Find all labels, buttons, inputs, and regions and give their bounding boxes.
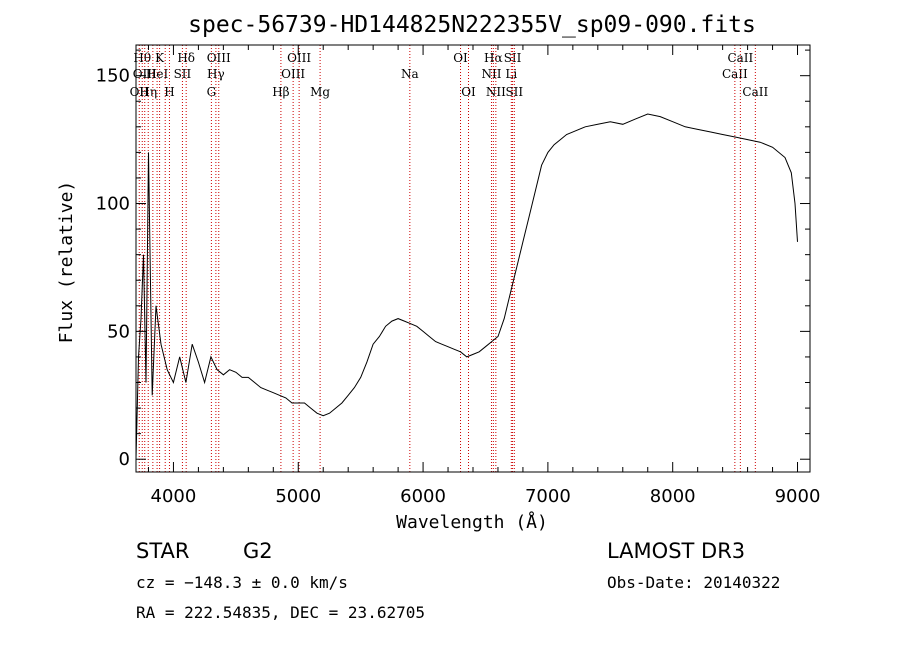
spectral-line-label-19: OI [453, 51, 468, 65]
coordinates: RA = 222.54835, DEC = 23.62705 [136, 603, 425, 622]
spectral-line-label-16: OIII [287, 51, 311, 65]
spectral-line-label-3: Hη [139, 85, 157, 99]
y-tick-label: 150 [96, 66, 130, 87]
spectral-line-label-6: K [155, 51, 165, 65]
x-tick-label: 6000 [400, 486, 446, 507]
x-tick-label: 4000 [151, 486, 197, 507]
spectral-line-label-10: Hδ [177, 51, 195, 65]
spectral-line-label-25: SII [504, 51, 522, 65]
spectral-line-label-9: SII [174, 67, 192, 81]
spectral-line-label-12: Hγ [207, 67, 225, 81]
observation-date: Obs-Date: 20140322 [607, 573, 780, 592]
x-axis-label: Wavelength (Å) [396, 511, 548, 533]
object-class: STAR [136, 539, 189, 563]
object-subclass: G2 [243, 539, 273, 563]
spectral-line-label-28: CaII [727, 51, 753, 65]
y-tick-label: 0 [119, 449, 130, 470]
chart-title: spec-56739-HD144825N222355V_sp09-090.fit… [188, 12, 756, 38]
spectral-line-label-8: H [164, 85, 174, 99]
spectral-line-label-29: CaII [742, 85, 768, 99]
spectral-line-label-14: Hβ [272, 85, 289, 99]
spectral-line-label-1: Hθ [133, 51, 151, 65]
spectral-line-label-15: OIII [281, 67, 305, 81]
redshift-cz: cz = −148.3 ± 0.0 km/s [136, 573, 348, 592]
spectral-line-label-24: Li [505, 67, 517, 81]
survey-name: LAMOST DR3 [607, 539, 745, 563]
spectral-line-label-23: NII [486, 85, 506, 99]
y-tick-label: 50 [107, 321, 130, 342]
spectral-line-label-17: Mg [310, 85, 330, 99]
x-tick-label: 5000 [275, 486, 321, 507]
plot-frame [135, 44, 811, 473]
spectral-line-label-20: OI [461, 85, 476, 99]
spectral-line-label-0: OII [130, 85, 150, 99]
x-tick-label: 9000 [775, 486, 821, 507]
spectral-line-label-27: CaII [722, 67, 748, 81]
y-tick-label: 100 [96, 194, 130, 215]
spectral-line-label-22: Hα [484, 51, 503, 65]
x-tick-label: 7000 [525, 486, 571, 507]
spectral-line-markers: OIIHθOIIIHηHeIKHSIIHδGHγOIIIHβOIIIOIIIMg… [130, 45, 768, 472]
spectral-line-label-2: OIII [133, 67, 157, 81]
spectral-line-label-21: NII [481, 67, 501, 81]
spectral-line-label-11: G [207, 85, 217, 99]
axis-ticks: 4000 5000 6000 7000 8000 9000 0 50 100 150 [96, 45, 821, 507]
spectral-line-label-18: Na [401, 67, 419, 81]
spectral-line-label-5: HeI [146, 67, 169, 81]
flux-series-line [135, 113, 798, 460]
spectral-line-label-26: SII [505, 85, 523, 99]
spectral-line-label-13: OIII [207, 51, 231, 65]
x-tick-label: 8000 [650, 486, 696, 507]
y-axis-label: Flux (relative) [56, 181, 77, 344]
